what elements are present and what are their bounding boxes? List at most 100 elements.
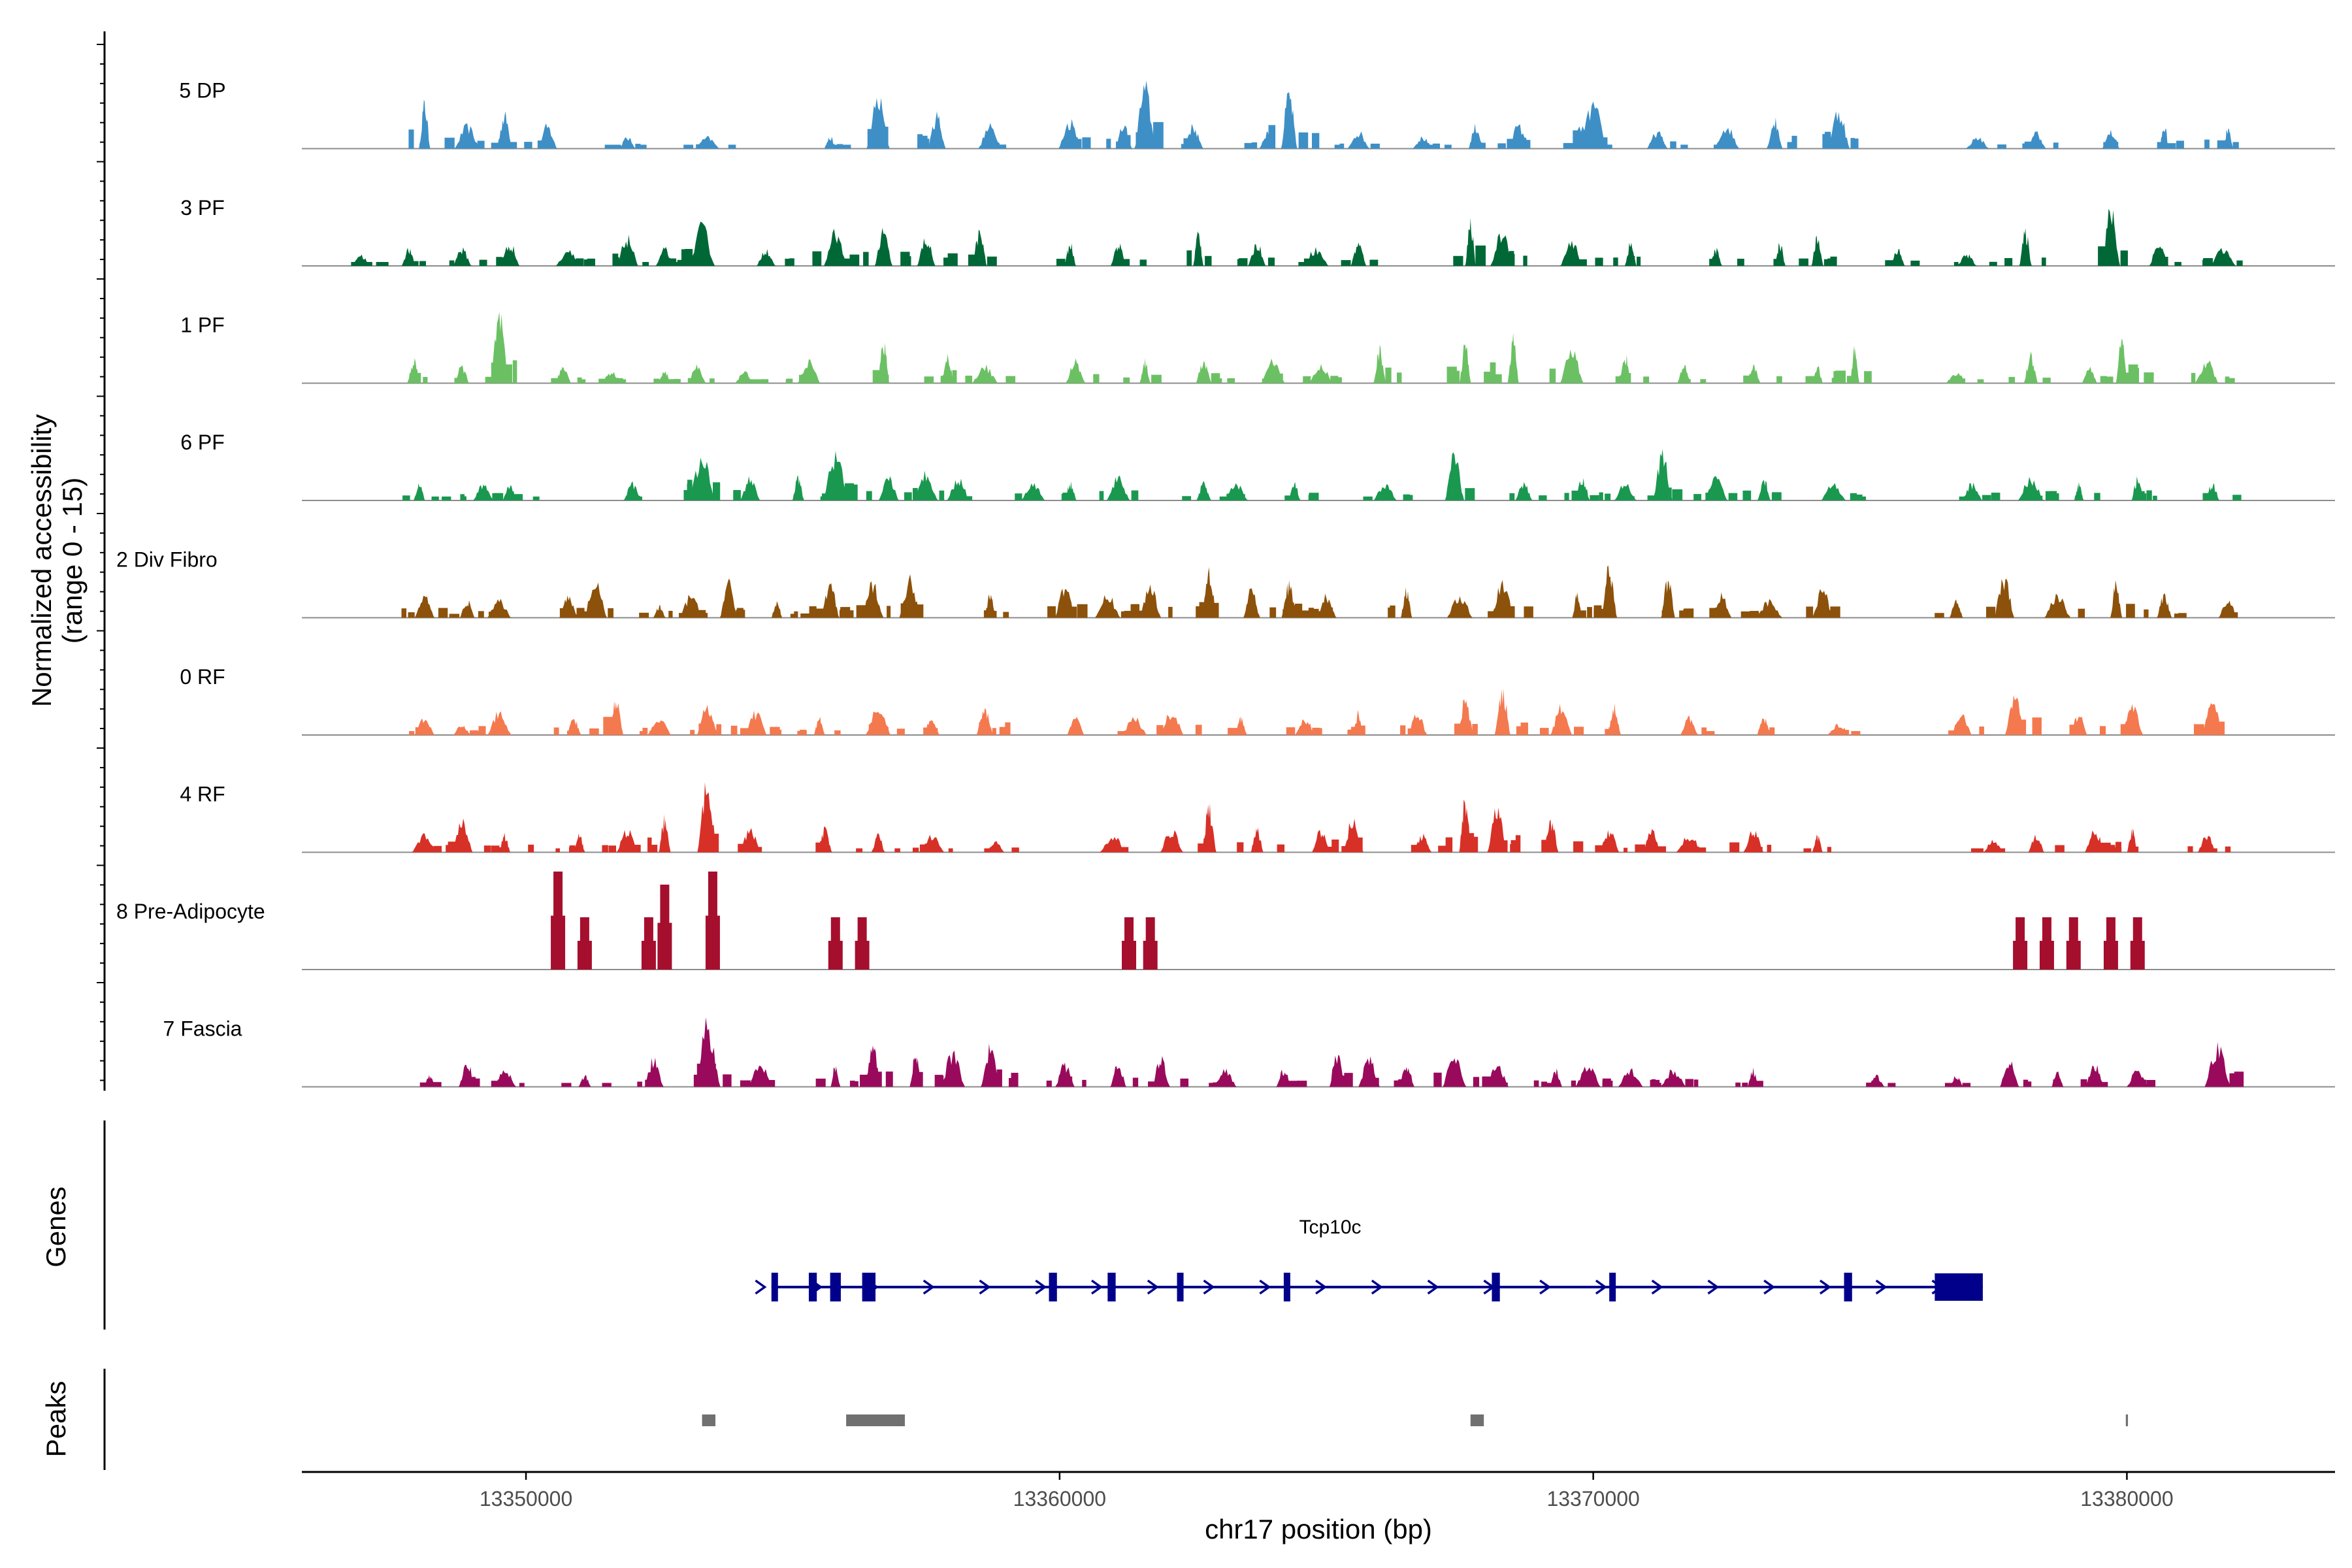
coverage-fragment (1294, 603, 1303, 618)
coverage-fragment (364, 262, 372, 266)
coverage-fragment (894, 848, 900, 853)
coverage-peak-base (2013, 941, 2028, 970)
strand-arrow (1259, 1279, 1271, 1295)
coverage-fragment (1237, 259, 1245, 266)
coverage-fragment (1114, 1079, 1124, 1087)
coverage-fragment (1827, 258, 1834, 266)
coverage-fragment (528, 844, 534, 853)
coverage-fragment (1757, 847, 1763, 853)
coverage-peak (555, 250, 581, 266)
coverage-peak (978, 123, 1003, 149)
coverage-tracks: 5 DP 3 PF 1 PF 6 PF 2 Div Fibro 0 RF 4 RF 8 Pre… (116, 79, 2335, 1088)
coverage-fragment (505, 367, 510, 384)
coverage-fragment (2069, 725, 2080, 735)
coverage-fragment (1682, 379, 1691, 384)
coverage-fragment (1167, 843, 1172, 853)
coverage-fragment (2146, 490, 2152, 500)
coverage-fragment (1356, 837, 1363, 853)
coverage-fragment (1806, 606, 1814, 618)
coverage-fragment (1490, 362, 1496, 384)
coverage-peak (862, 581, 884, 618)
coverage-peak (1486, 1066, 1509, 1087)
coverage-fragment (1821, 609, 1830, 618)
coverage-fragment (1099, 491, 1104, 500)
coverage-fragment (493, 493, 504, 500)
coverage-peak (411, 833, 438, 853)
coverage-fragment (738, 843, 746, 853)
coverage-fragment (1769, 727, 1775, 735)
coverage-fragment (1076, 139, 1082, 149)
coverage-fragment (696, 144, 700, 149)
gene-exon (1492, 1273, 1500, 1301)
coverage-peak (618, 137, 636, 149)
coverage-fragment (1989, 261, 1997, 266)
coverage-fragment (1683, 608, 1693, 618)
coverage-fragment (2100, 376, 2107, 384)
coverage-fragment (1543, 846, 1554, 853)
coverage-fragment (1999, 605, 2008, 618)
coverage-fragment (1700, 379, 1707, 384)
coverage-fragment (1494, 374, 1502, 384)
coverage-fragment (1008, 1078, 1015, 1087)
coverage-peak (1350, 242, 1367, 266)
track-label: 6 PF (180, 431, 225, 454)
coverage-fragment (2110, 252, 2117, 266)
coverage-fragment (1117, 494, 1127, 500)
coverage-fragment (1227, 378, 1235, 384)
coverage-fragment (1541, 840, 1546, 853)
coverage-fragment (1390, 605, 1396, 618)
coverage-peak (1064, 243, 1077, 266)
coverage-fragment (1049, 611, 1056, 618)
coverage-fragment (1454, 723, 1465, 735)
coverage-fragment (1120, 259, 1130, 266)
coverage-fragment (1244, 142, 1254, 149)
coverage-fragment (1429, 144, 1436, 149)
coverage-fragment (1507, 253, 1515, 266)
coverage-fragment (2142, 1079, 2147, 1087)
coverage-fragment (999, 727, 1006, 735)
coverage-peak (1560, 349, 1584, 384)
coverage-fragment (978, 378, 985, 384)
coverage-fragment (2127, 608, 2135, 618)
coverage-fragment (465, 610, 470, 618)
coverage-fragment (1564, 493, 1569, 500)
coverage-peak (1445, 452, 1465, 500)
coverage-fragment (1515, 835, 1521, 853)
coverage-fragment (2213, 848, 2217, 853)
coverage-fragment (1737, 259, 1744, 266)
coverage-peak (1957, 254, 1977, 266)
coverage-fragment (1586, 1078, 1593, 1087)
coverage-fragment (1275, 379, 1282, 384)
coverage-fragment (1132, 1077, 1139, 1087)
coverage-fragment (1627, 261, 1633, 266)
coverage-peak (697, 782, 718, 853)
coverage-fragment (2098, 246, 2106, 266)
coverage-peak-base (577, 941, 592, 970)
coverage-fragment (1347, 729, 1354, 735)
coverage-fragment (924, 376, 934, 384)
coverage-fragment (491, 142, 499, 149)
coverage-fragment (1657, 141, 1665, 149)
coverage-fragment (757, 847, 762, 853)
coverage-fragment (408, 612, 415, 618)
coverage-fragment (1846, 376, 1853, 384)
track-label: 8 Pre-Adipocyte (116, 900, 265, 923)
coverage-fragment (883, 126, 889, 149)
coverage-fragment (1680, 144, 1688, 149)
coverage-fragment (612, 253, 619, 266)
coverage-fragment (1298, 262, 1306, 266)
coverage-fragment (1124, 610, 1133, 618)
coverage-fragment (1539, 495, 1547, 500)
coverage-fragment (794, 611, 798, 618)
coverage-peak (740, 476, 760, 500)
coverage-fragment (1609, 727, 1616, 735)
coverage-peak (2157, 593, 2172, 618)
coverage-fragment (1866, 1083, 1877, 1087)
coverage-peak (1961, 482, 1983, 500)
coverage-fragment (566, 730, 572, 735)
coverage-fragment (638, 144, 647, 149)
coverage-fragment (986, 611, 997, 618)
coverage-fragment (460, 494, 465, 500)
coverage-fragment (1685, 1079, 1693, 1087)
coverage-fragment (1465, 488, 1475, 500)
